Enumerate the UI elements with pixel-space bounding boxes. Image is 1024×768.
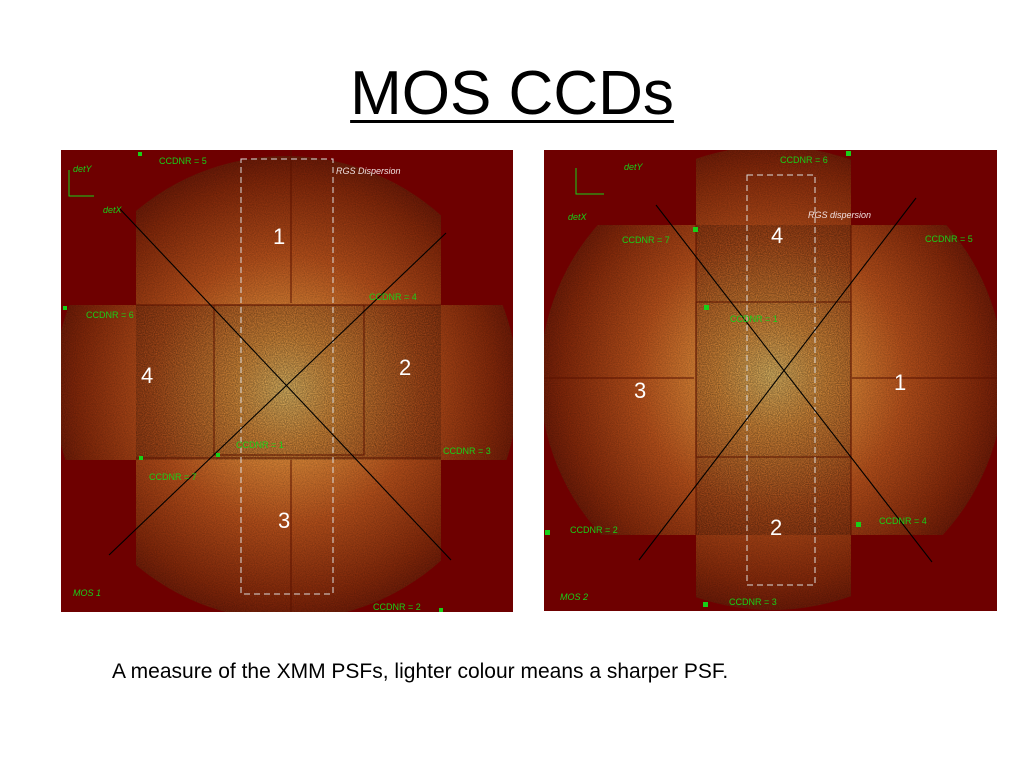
mos1-ccd-number: 3	[278, 508, 290, 533]
slide-title-text: MOS CCDs	[350, 59, 674, 128]
mos2-detx-label: detX	[568, 212, 588, 222]
mos2-ccdnr-label: CCDNR = 4	[879, 516, 927, 526]
mos2-ccdnr-label: CCDNR = 3	[729, 597, 777, 607]
mos1-rgs-box	[240, 158, 334, 595]
mos1-ccdnr-label: CCDNR = 3	[443, 446, 491, 456]
mos1-ccdnr-label: CCDNR = 4	[369, 292, 417, 302]
mos1-ccd-number: 2	[399, 355, 411, 380]
mos1-ccdnr-label: CCDNR = 7	[149, 472, 197, 482]
mos2-rgs-box	[746, 174, 816, 586]
mos2-ccdnr-label: CCDNR = 2	[570, 525, 618, 535]
mos2-rgs-label: RGS dispersion	[808, 210, 871, 220]
mos1-detx-label: detX	[103, 205, 123, 215]
mos1-ccdnr-label: CCDNR = 5	[159, 156, 207, 166]
slide-title: MOS CCDs	[0, 58, 1024, 129]
mos1-ccdnr-label: CCDNR = 2	[373, 602, 421, 612]
mos2-image: detY detX RGS dispersion CCDNR = 6 CCDNR…	[544, 150, 997, 611]
mos2-ccd-number: 3	[634, 378, 646, 403]
mos1-image: detY detX RGS Dispersion CCDNR = 5 CCDNR…	[61, 150, 513, 612]
mos1-instrument-label: MOS 1	[73, 588, 101, 598]
mos2-ccdnr-label: CCDNR = 7	[622, 235, 670, 245]
mos2-svg: detY detX RGS dispersion CCDNR = 6 CCDNR…	[544, 150, 997, 611]
mos2-dety-label: detY	[624, 162, 644, 172]
mos2-ccd-number: 4	[771, 223, 783, 248]
mos2-ccd-number: 2	[770, 515, 782, 540]
mos1-ccd-number: 1	[273, 224, 285, 249]
mos2-ccdnr-label: CCDNR = 5	[925, 234, 973, 244]
mos2-instrument-label: MOS 2	[560, 592, 588, 602]
mos1-rgs-label: RGS Dispersion	[336, 166, 401, 176]
mos2-ccd-number: 1	[894, 370, 906, 395]
mos1-svg: detY detX RGS Dispersion CCDNR = 5 CCDNR…	[61, 150, 513, 612]
slide-caption: A measure of the XMM PSFs, lighter colou…	[112, 660, 729, 683]
mos2-ccdnr-label: CCDNR = 6	[780, 155, 828, 165]
mos1-ccdnr-label: CCDNR = 6	[86, 310, 134, 320]
mos1-dety-label: detY	[73, 164, 93, 174]
mos1-ccdnr-label: CCDNR = 1	[236, 440, 284, 450]
mos2-ccdnr-label: CCDNR = 1	[730, 314, 778, 324]
mos1-ccd-number: 4	[141, 363, 153, 388]
